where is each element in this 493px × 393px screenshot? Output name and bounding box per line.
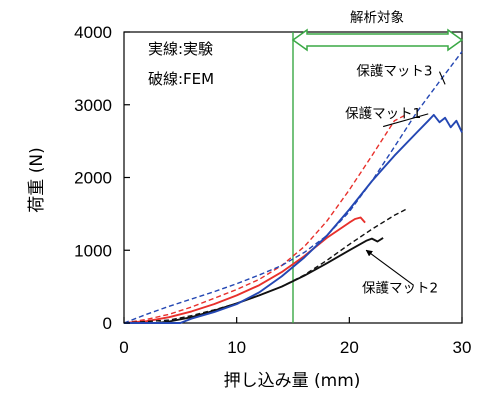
curve-label-2: 保護マット1 bbox=[345, 106, 421, 122]
curve-label-1: 保護マット3 bbox=[356, 64, 432, 80]
curve-label-3-arrow bbox=[365, 249, 414, 286]
y-tick-label-0: 0 bbox=[103, 314, 112, 333]
analysis-region-arrow bbox=[291, 28, 464, 52]
legend-note-solid: 実線:実験 bbox=[148, 40, 213, 58]
y-tick-label-4000: 4000 bbox=[74, 23, 112, 42]
series-group bbox=[123, 51, 463, 324]
series-line-2-solid bbox=[124, 237, 384, 324]
y-tick-label-3000: 3000 bbox=[74, 96, 112, 115]
y-tick-label-1000: 1000 bbox=[74, 241, 112, 260]
y-tick-label-2000: 2000 bbox=[74, 169, 112, 188]
curve-label-1-leader bbox=[438, 71, 446, 85]
curve-label-3: 保護マット2 bbox=[362, 280, 438, 296]
x-tick-label-10: 10 bbox=[227, 338, 246, 357]
x-tick-label-20: 20 bbox=[340, 338, 359, 357]
series-line-0-solid bbox=[123, 216, 366, 324]
legend-note-dashed: 破線:FEM bbox=[148, 70, 214, 88]
curve-label-2-leader bbox=[382, 113, 429, 128]
series-line-3-dashed bbox=[123, 208, 407, 324]
y-axis-label: 荷重 (N) bbox=[27, 147, 47, 212]
series-line-1-dashed bbox=[123, 114, 407, 324]
ticks-group: 0 10 20 30 0 1000 2000 3000 4000 bbox=[74, 23, 471, 357]
x-axis-label: 押し込み量 (mm) bbox=[224, 371, 361, 391]
analysis-region-group bbox=[291, 28, 464, 323]
x-tick-label-30: 30 bbox=[453, 338, 472, 357]
series-line-5-dashed bbox=[123, 51, 463, 324]
x-tick-label-0: 0 bbox=[119, 338, 128, 357]
analysis-region-label: 解析対象 bbox=[350, 10, 404, 26]
annotation-group: 保護マット3 保護マット1 保護マット2 bbox=[345, 64, 446, 296]
